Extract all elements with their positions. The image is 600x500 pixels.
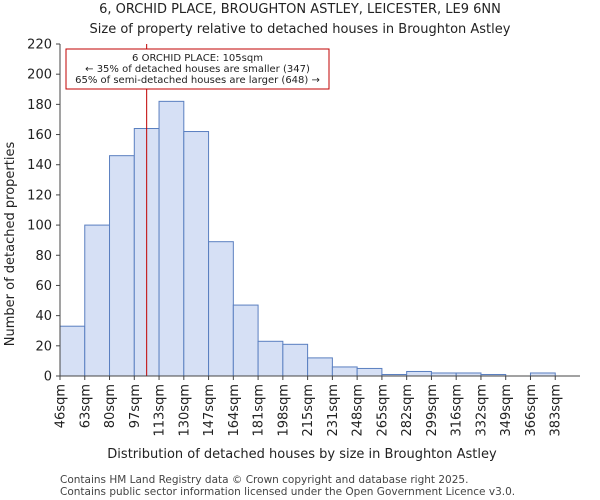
y-tick-label: 60 bbox=[35, 279, 52, 294]
annotation-frame bbox=[65, 48, 330, 90]
x-tick-label: 366sqm bbox=[524, 384, 539, 437]
y-tick-label: 80 bbox=[35, 249, 52, 264]
y-tick-layer: 0 20 40 60 80 100 120 140 160 180 200 220 bbox=[27, 38, 60, 385]
x-tick-label: 147sqm bbox=[202, 384, 217, 437]
footer-line-1: Contains HM Land Registry data © Crown c… bbox=[60, 474, 468, 486]
bar-248sqm bbox=[356, 367, 383, 377]
annotation-box: 6 ORCHID PLACE: 105sqm ← 35% of detached… bbox=[65, 48, 330, 90]
x-tick-label: 282sqm bbox=[400, 384, 415, 437]
y-tick-label: 220 bbox=[27, 38, 52, 53]
x-tick-label: 349sqm bbox=[499, 384, 514, 437]
chart-subtitle: Size of property relative to detached ho… bbox=[90, 22, 511, 37]
chart-title: 6, ORCHID PLACE, BROUGHTON ASTLEY, LEICE… bbox=[99, 2, 501, 17]
bar-113sqm bbox=[158, 100, 185, 377]
x-tick-label: 383sqm bbox=[549, 384, 564, 437]
x-tick-label: 181sqm bbox=[252, 384, 267, 437]
x-tick-label: 332sqm bbox=[474, 384, 489, 437]
bar-147sqm bbox=[208, 241, 234, 377]
x-tick-label: 97sqm bbox=[128, 384, 143, 428]
bar-282sqm bbox=[406, 370, 432, 377]
bar-231sqm bbox=[331, 366, 358, 377]
x-tick-label: 215sqm bbox=[301, 384, 316, 437]
y-tick-label: 200 bbox=[27, 68, 52, 83]
x-tick-label: 265sqm bbox=[375, 384, 390, 437]
bar-63sqm bbox=[84, 224, 111, 377]
x-tick-label: 231sqm bbox=[326, 384, 341, 437]
y-tick-label: 120 bbox=[27, 188, 52, 203]
bar-181sqm bbox=[257, 340, 284, 377]
bar-46sqm bbox=[59, 325, 86, 377]
bar-164sqm bbox=[232, 304, 259, 377]
annotation-line-1: 6 ORCHID PLACE: 105sqm bbox=[132, 53, 263, 64]
y-tick-label: 140 bbox=[27, 158, 52, 173]
y-tick-label: 20 bbox=[35, 339, 52, 354]
x-tick-label: 198sqm bbox=[276, 384, 291, 437]
bars-layer bbox=[59, 100, 556, 377]
x-axis-label: Distribution of detached houses by size … bbox=[107, 447, 497, 462]
x-tick-label: 46sqm bbox=[54, 384, 69, 428]
x-tick-label: 316sqm bbox=[450, 384, 465, 437]
x-tick-label: 299sqm bbox=[425, 384, 440, 437]
bar-215sqm bbox=[307, 357, 333, 377]
x-tick-layer: 46sqm 63sqm 80sqm 97sqm 113sqm 130sqm 147sqm 16… bbox=[54, 376, 564, 437]
x-tick-label: 248sqm bbox=[351, 384, 366, 437]
footer-line-2: Contains public sector information licen… bbox=[60, 486, 515, 498]
x-tick-label: 113sqm bbox=[153, 384, 168, 437]
x-tick-label: 130sqm bbox=[177, 384, 192, 437]
bar-80sqm bbox=[109, 155, 135, 377]
x-tick-label: 80sqm bbox=[103, 384, 118, 428]
y-tick-label: 180 bbox=[27, 98, 52, 113]
y-tick-label: 100 bbox=[27, 219, 52, 234]
y-axis-label: Number of detached properties bbox=[3, 142, 18, 347]
y-tick-label: 160 bbox=[27, 128, 52, 143]
bar-130sqm bbox=[183, 131, 210, 377]
bar-198sqm bbox=[282, 343, 309, 377]
x-tick-label: 63sqm bbox=[78, 384, 93, 428]
x-tick-label: 164sqm bbox=[227, 384, 242, 437]
y-tick-label: 0 bbox=[44, 370, 52, 385]
y-tick-label: 40 bbox=[35, 309, 52, 324]
annotation-line-3: 65% of semi-detached houses are larger (… bbox=[75, 75, 320, 86]
annotation-line-2: ← 35% of detached houses are smaller (34… bbox=[85, 64, 310, 75]
